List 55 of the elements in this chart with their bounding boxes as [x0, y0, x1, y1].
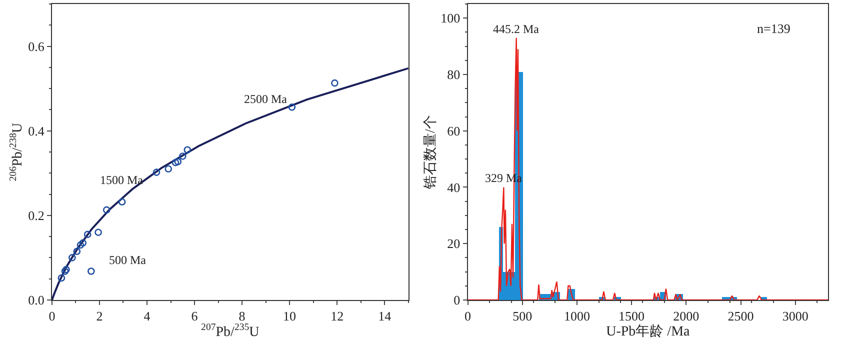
x-tick-label: 0: [464, 308, 472, 324]
x-tick-label: 4: [144, 308, 151, 324]
y-tick-label: 40: [447, 180, 460, 195]
y-axis-title: 锆石数量/个: [422, 115, 438, 190]
x-tick-label: 500: [512, 308, 532, 324]
y-tick-label: 0.2: [28, 208, 44, 223]
point: [68, 254, 76, 262]
x-tick-label: 12: [330, 308, 344, 324]
x-tick-label: 3000: [782, 308, 808, 324]
y-tick-label: 80: [447, 67, 460, 82]
y-tick-label: 0.4: [28, 123, 45, 138]
point: [102, 206, 110, 214]
x-tick-label: 2500: [728, 308, 754, 324]
x-tick-label: 1000: [564, 308, 590, 324]
point: [178, 152, 186, 160]
point: [118, 198, 126, 206]
point: [174, 158, 182, 166]
point: [331, 79, 338, 87]
x-axis-title: U-Pb年龄 /Ma: [606, 324, 691, 340]
x-tick-label: 1500: [618, 308, 645, 324]
point: [88, 268, 95, 275]
line-series: [52, 67, 408, 300]
annotation: 500 Ma: [109, 253, 147, 267]
point: [79, 239, 86, 247]
point: [172, 158, 180, 166]
point: [152, 168, 160, 176]
x-tick-label: 10: [283, 308, 296, 324]
point: [73, 248, 81, 256]
x-tick-label: 14: [378, 308, 392, 324]
point: [288, 104, 296, 111]
x-tick-label: 0: [48, 308, 56, 324]
x-axis-title: $^{207}$Pb/$^{235}$U: [201, 322, 260, 340]
y-tick-label: 60: [447, 123, 460, 138]
point: [184, 146, 192, 154]
x-tick-label: 2: [96, 308, 103, 324]
y-tick-label: 0: [454, 292, 460, 308]
y-tick-label: 20: [447, 236, 460, 252]
line-series: [468, 37, 828, 300]
point: [58, 274, 66, 282]
annotation: n=139: [757, 21, 790, 36]
annotation: 445.2 Ma: [493, 22, 540, 36]
point: [62, 266, 70, 274]
y-tick-label: 0.0: [28, 292, 44, 308]
point: [61, 268, 69, 275]
x-tick-label: 8: [238, 308, 246, 324]
point: [76, 241, 84, 249]
x-tick-label: 2000: [673, 308, 700, 324]
point: [94, 228, 102, 236]
y-tick-label: 0.6: [28, 38, 45, 54]
x-tick-label: 6: [191, 308, 198, 324]
y-tick-label: 100: [440, 10, 460, 26]
annotation: 1500 Ma: [100, 173, 144, 187]
annotation: 2500 Ma: [244, 92, 288, 106]
point: [164, 165, 172, 173]
point: [84, 230, 92, 238]
